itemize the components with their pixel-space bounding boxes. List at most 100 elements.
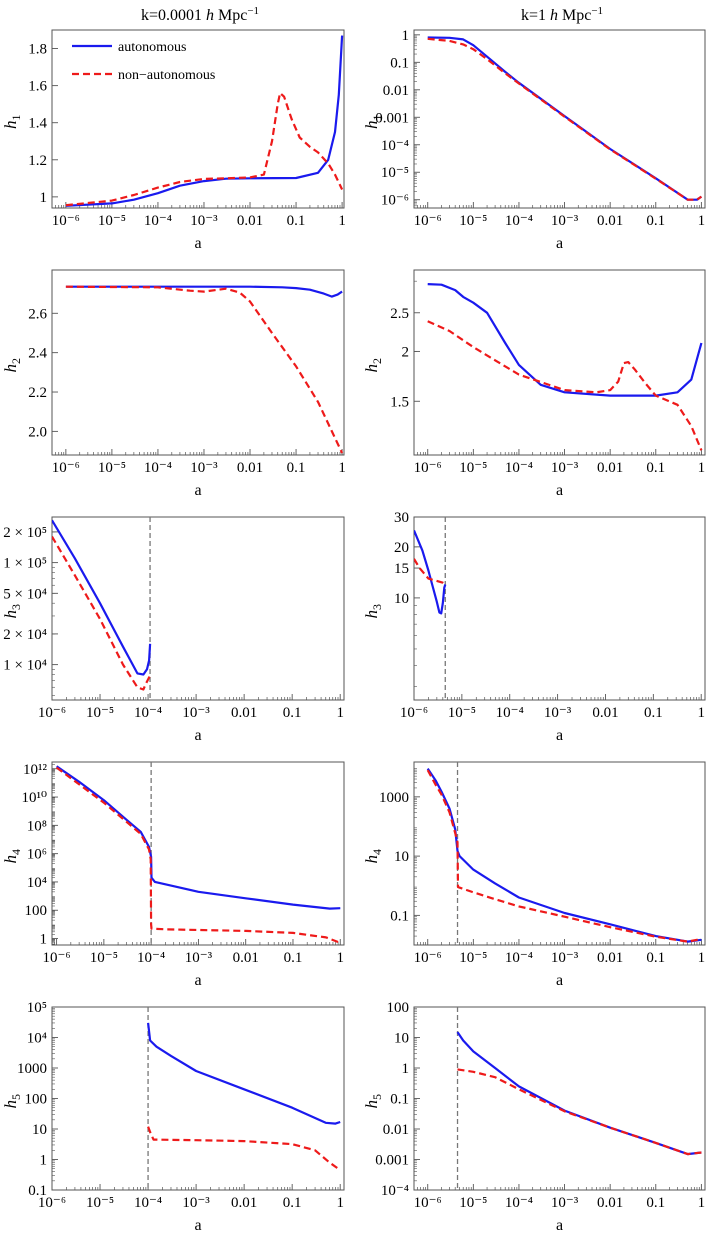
x-tick-label: 10⁻⁶ — [414, 1195, 442, 1211]
x-tick-label: 10⁻⁴ — [505, 1195, 533, 1211]
x-tick-label: 10⁻³ — [551, 213, 579, 229]
x-tick-label: 10⁻⁵ — [459, 1195, 487, 1211]
y-tick-label: 5 × 10⁴ — [3, 586, 47, 602]
x-tick-label: 10⁻⁶ — [400, 705, 428, 721]
y-tick-label: 0.1 — [390, 908, 409, 924]
y-tick-label: 10⁶ — [27, 847, 47, 863]
x-tick-label: 0.1 — [283, 705, 302, 721]
x-tick-label: 10⁻⁵ — [86, 705, 114, 721]
series-autonomous-line — [414, 529, 447, 615]
y-tick-label: 1.2 — [28, 153, 47, 169]
x-tick-label: 0.01 — [231, 705, 257, 721]
y-tick-label: 0.001 — [375, 1153, 409, 1169]
y-axis-label-subscript: 1 — [370, 115, 384, 121]
y-tick-label: 15 — [394, 561, 409, 577]
y-axis-label-subscript: 3 — [9, 604, 23, 610]
column-title-right-text: k=1 — [521, 7, 550, 24]
legend-autonomous-label: autonomous — [118, 40, 186, 55]
y-tick-label: 10 — [394, 591, 409, 607]
y-tick-label: 2.4 — [28, 346, 47, 362]
y-tick-label: 10⁴ — [27, 1031, 47, 1047]
column-title-right-unit: Mpc — [558, 7, 591, 24]
y-tick-label: 10 — [32, 1122, 47, 1138]
column-title-left-h: h — [206, 7, 214, 24]
x-tick-label: 0.1 — [646, 460, 665, 476]
x-tick-label: 10⁻⁶ — [52, 213, 80, 229]
x-axis-label: a — [556, 1217, 563, 1234]
y-axis-label: h5 — [362, 1094, 384, 1109]
y-tick-label: 2.6 — [28, 306, 47, 322]
column-title-right: k=1 h Mpc−1 — [521, 5, 603, 24]
y-tick-label: 10⁻⁶ — [381, 193, 409, 209]
y-tick-label: 100 — [25, 903, 48, 919]
x-tick-label: 1 — [336, 1195, 344, 1211]
y-axis-label: h4 — [362, 849, 384, 864]
x-axis-label: a — [194, 1217, 201, 1234]
y-axis-label-subscript: 4 — [370, 849, 384, 855]
x-tick-label: 10⁻⁴ — [144, 460, 172, 476]
x-tick-label: 0.01 — [597, 1195, 623, 1211]
y-axis-label: h2 — [1, 358, 23, 373]
column-title-left: k=0.0001 h Mpc−1 — [141, 5, 259, 24]
series-autonomous-line — [427, 36, 703, 201]
y-tick-label: 10¹² — [23, 762, 47, 778]
y-axis-label-subscript: 2 — [9, 358, 23, 364]
x-tick-label: 10⁻⁶ — [414, 460, 442, 476]
x-tick-label: 10⁻⁶ — [43, 950, 71, 966]
x-tick-label: 1 — [337, 950, 345, 966]
x-tick-label: 10⁻³ — [544, 705, 572, 721]
x-tick-label: 0.1 — [284, 950, 303, 966]
y-tick-label: 2.0 — [28, 424, 47, 440]
y-axis-label: h4 — [1, 849, 23, 864]
y-tick-label: 10 — [394, 1031, 409, 1047]
plot-frame — [413, 761, 706, 946]
x-tick-label: 0.01 — [233, 950, 259, 966]
x-tick-label: 10⁻⁴ — [134, 705, 162, 721]
y-tick-label: 0.001 — [375, 110, 409, 126]
plot-frame — [51, 761, 345, 946]
x-tick-label: 1 — [338, 213, 346, 229]
series-non-autonomous-line — [427, 320, 703, 451]
y-tick-label: 100 — [387, 1000, 410, 1016]
y-tick-label: 1 — [402, 28, 410, 44]
x-tick-label: 10⁻³ — [182, 705, 210, 721]
x-axis-label: a — [556, 727, 563, 744]
plot-frame — [413, 269, 706, 456]
panel-10: 10⁻⁶ 10⁻⁵ 10⁻⁴ 10⁻³ 0.01 0.1 1 10⁻⁴ 0.001 0.01 0.1… — [362, 1000, 706, 1234]
y-tick-label: 1.6 — [28, 79, 47, 95]
x-tick-label: 1 — [698, 1195, 706, 1211]
series-non-autonomous-line — [427, 37, 703, 201]
column-title-right-h: h — [550, 7, 558, 24]
y-tick-label: 20 — [394, 540, 409, 556]
x-tick-label: 0.01 — [592, 705, 618, 721]
y-axis-label-subscript: 3 — [370, 604, 384, 610]
series-non-autonomous-line — [426, 769, 702, 943]
x-tick-label: 10⁻⁴ — [144, 213, 172, 229]
x-axis-label: a — [194, 235, 201, 252]
x-tick-label: 10⁻⁶ — [38, 1195, 66, 1211]
x-tick-label: 0.01 — [597, 950, 623, 966]
y-tick-label: 2 × 10⁴ — [3, 627, 47, 643]
x-tick-label: 10⁻⁵ — [459, 460, 487, 476]
x-tick-label: 10⁻⁵ — [459, 950, 487, 966]
x-tick-label: 1 — [698, 950, 706, 966]
y-tick-label: 2 × 10⁵ — [3, 525, 47, 541]
y-axis-label-subscript: 5 — [9, 1094, 23, 1100]
y-tick-label: 10⁸ — [27, 818, 47, 834]
column-title-left-text: k=0.0001 — [141, 7, 206, 24]
series-autonomous-line — [52, 519, 152, 676]
y-tick-label: 10¹⁰ — [21, 790, 47, 806]
y-axis-label: h3 — [1, 604, 23, 619]
x-axis-label: a — [556, 482, 563, 499]
series-non-autonomous-line — [65, 91, 344, 207]
y-tick-label: 1 × 10⁵ — [3, 556, 47, 572]
y-tick-label: 1 — [40, 190, 48, 206]
x-tick-label: 10⁻³ — [190, 460, 218, 476]
y-tick-label: 1000 — [379, 790, 409, 806]
series-non-autonomous-line — [55, 766, 341, 944]
plot-frame — [51, 516, 345, 701]
x-axis-label: a — [194, 972, 201, 989]
x-tick-label: 1 — [698, 460, 706, 476]
x-axis-label: a — [556, 972, 563, 989]
